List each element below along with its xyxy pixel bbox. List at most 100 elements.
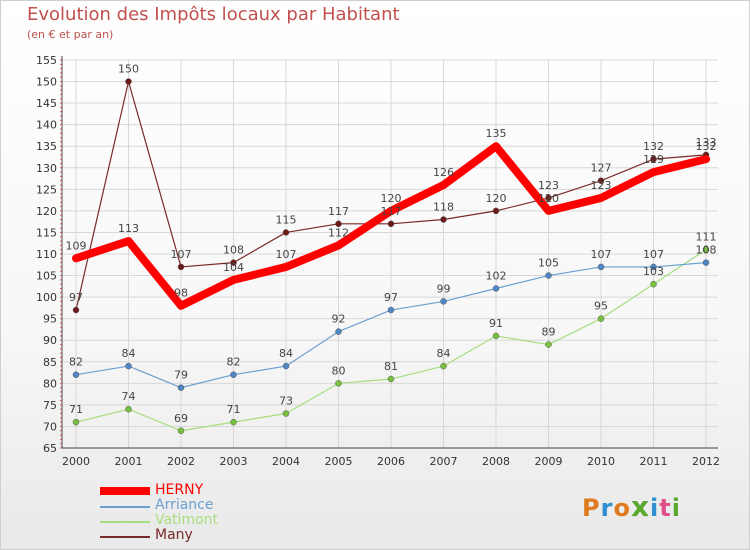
data-label-many-2002: 107: [171, 248, 192, 261]
data-label-herny-2011: 129: [643, 153, 664, 166]
data-point-arriance-2011: [650, 263, 657, 271]
y-tick-label-130: 130: [36, 162, 57, 175]
legend-label-arriance: Arriance: [155, 497, 214, 513]
data-point-many-2010: [597, 177, 605, 184]
legend-swatch-vatimont: [100, 521, 150, 523]
data-label-many-2001: 150: [118, 63, 139, 76]
data-label-arriance-2003: 82: [227, 356, 241, 369]
data-label-vatimont-2005: 80: [332, 364, 346, 377]
axes: 65 70 75 80 85 90 95 100 105 110 115 120 125 130 135 14…: [36, 54, 720, 468]
data-label-vatimont-2001: 74: [122, 390, 136, 403]
data-label-many-2010: 127: [591, 162, 612, 175]
y-tick-label-135: 135: [36, 140, 57, 153]
data-label-arriance-2010: 107: [591, 248, 612, 261]
data-label-herny-2004: 107: [276, 248, 297, 261]
y-tick-label-110: 110: [36, 248, 57, 261]
data-label-herny-2000: 109: [66, 239, 87, 252]
data-point-herny-2010: [597, 194, 605, 202]
data-point-vatimont-2012: [702, 246, 710, 253]
x-tick-label-2005: 2005: [325, 455, 353, 468]
data-point-vatimont-2010: [597, 315, 605, 322]
x-tick-label-2012: 2012: [692, 455, 720, 468]
data-label-herny-2005: 112: [328, 226, 349, 239]
data-point-herny-2006: [387, 207, 395, 215]
data-point-arriance-2001: [125, 362, 132, 370]
data-point-arriance-2006: [387, 306, 395, 314]
data-label-arriance-2004: 84: [279, 347, 293, 360]
x-tick-label-2008: 2008: [482, 455, 510, 468]
data-label-arriance-2001: 84: [122, 347, 136, 360]
data-label-vatimont-2010: 95: [594, 300, 608, 313]
data-point-herny-2004: [282, 263, 290, 271]
data-label-vatimont-2012: 111: [696, 231, 717, 244]
data-label-vatimont-2006: 81: [384, 360, 398, 373]
y-tick-label-90: 90: [43, 334, 57, 347]
y-tick-label-95: 95: [43, 313, 57, 326]
data-label-arriance-2002: 79: [174, 369, 188, 382]
legend-swatch-herny: [100, 487, 150, 495]
data-label-many-2006: 117: [381, 205, 402, 218]
data-point-many-2005: [335, 220, 342, 228]
x-tick-label-2001: 2001: [115, 455, 143, 468]
data-point-vatimont-2006: [387, 375, 395, 383]
x-tick-label-2000: 2000: [62, 455, 90, 468]
legend-label-herny: HERNY: [155, 482, 204, 498]
data-label-arriance-2007: 99: [437, 282, 451, 295]
data-label-arriance-2012: 108: [696, 244, 717, 257]
data-label-herny-2009: 120: [538, 192, 559, 205]
data-point-herny-2011: [650, 168, 657, 176]
data-label-many-2008: 120: [486, 192, 507, 205]
data-point-arriance-2003: [230, 371, 237, 378]
y-tick-label-70: 70: [43, 420, 57, 433]
data-label-many-2011: 132: [643, 140, 664, 153]
data-label-vatimont-2008: 91: [489, 317, 503, 330]
data-point-many-2004: [282, 229, 290, 236]
data-point-vatimont-2005: [335, 380, 342, 387]
data-point-herny-2007: [440, 181, 447, 189]
data-label-arriance-2008: 102: [486, 269, 507, 282]
data-label-many-2007: 118: [433, 201, 454, 214]
data-point-herny-2008: [492, 142, 500, 150]
data-point-arriance-2009: [545, 272, 552, 279]
data-point-arriance-2000: [72, 371, 80, 378]
data-label-many-2005: 117: [328, 205, 349, 218]
data-label-arriance-2000: 82: [69, 356, 83, 369]
x-tick-label-2011: 2011: [640, 455, 668, 468]
data-label-many-2012: 133: [696, 136, 717, 149]
data-point-many-2009: [545, 194, 552, 202]
y-tick-label-125: 125: [36, 183, 57, 196]
data-label-herny-2010: 123: [591, 179, 612, 192]
data-point-vatimont-2001: [125, 405, 132, 413]
data-point-vatimont-2008: [492, 332, 500, 340]
data-label-herny-2008: 135: [486, 127, 507, 140]
data-point-arriance-2007: [440, 298, 447, 305]
data-label-herny-2006: 120: [381, 192, 402, 205]
data-label-many-2003: 108: [223, 244, 244, 257]
y-tick-label-75: 75: [43, 399, 57, 412]
data-point-herny-2000: [72, 255, 80, 262]
y-tick-label-145: 145: [36, 97, 57, 110]
data-point-many-2008: [492, 207, 500, 215]
data-point-vatimont-2000: [72, 418, 80, 426]
y-tick-label-155: 155: [36, 54, 57, 67]
data-label-arriance-2011: 107: [643, 248, 664, 261]
x-tick-label-2010: 2010: [587, 455, 615, 468]
data-label-vatimont-2000: 71: [69, 403, 83, 416]
x-tick-label-2006: 2006: [377, 455, 405, 468]
data-label-vatimont-2002: 69: [174, 412, 188, 425]
data-label-herny-2007: 126: [433, 166, 454, 179]
data-point-arriance-2002: [177, 384, 185, 391]
data-label-vatimont-2003: 71: [227, 403, 241, 416]
legend-label-many: Many: [155, 527, 193, 543]
data-point-arriance-2008: [492, 285, 500, 292]
y-tick-label-100: 100: [36, 291, 57, 304]
data-point-many-2011: [650, 155, 657, 163]
data-point-many-2001: [125, 78, 132, 85]
data-label-arriance-2006: 97: [384, 291, 398, 304]
data-label-herny-2012: 132: [696, 140, 717, 153]
data-point-herny-2005: [335, 242, 342, 249]
data-point-many-2003: [230, 259, 237, 266]
y-tick-label-105: 105: [36, 270, 57, 283]
